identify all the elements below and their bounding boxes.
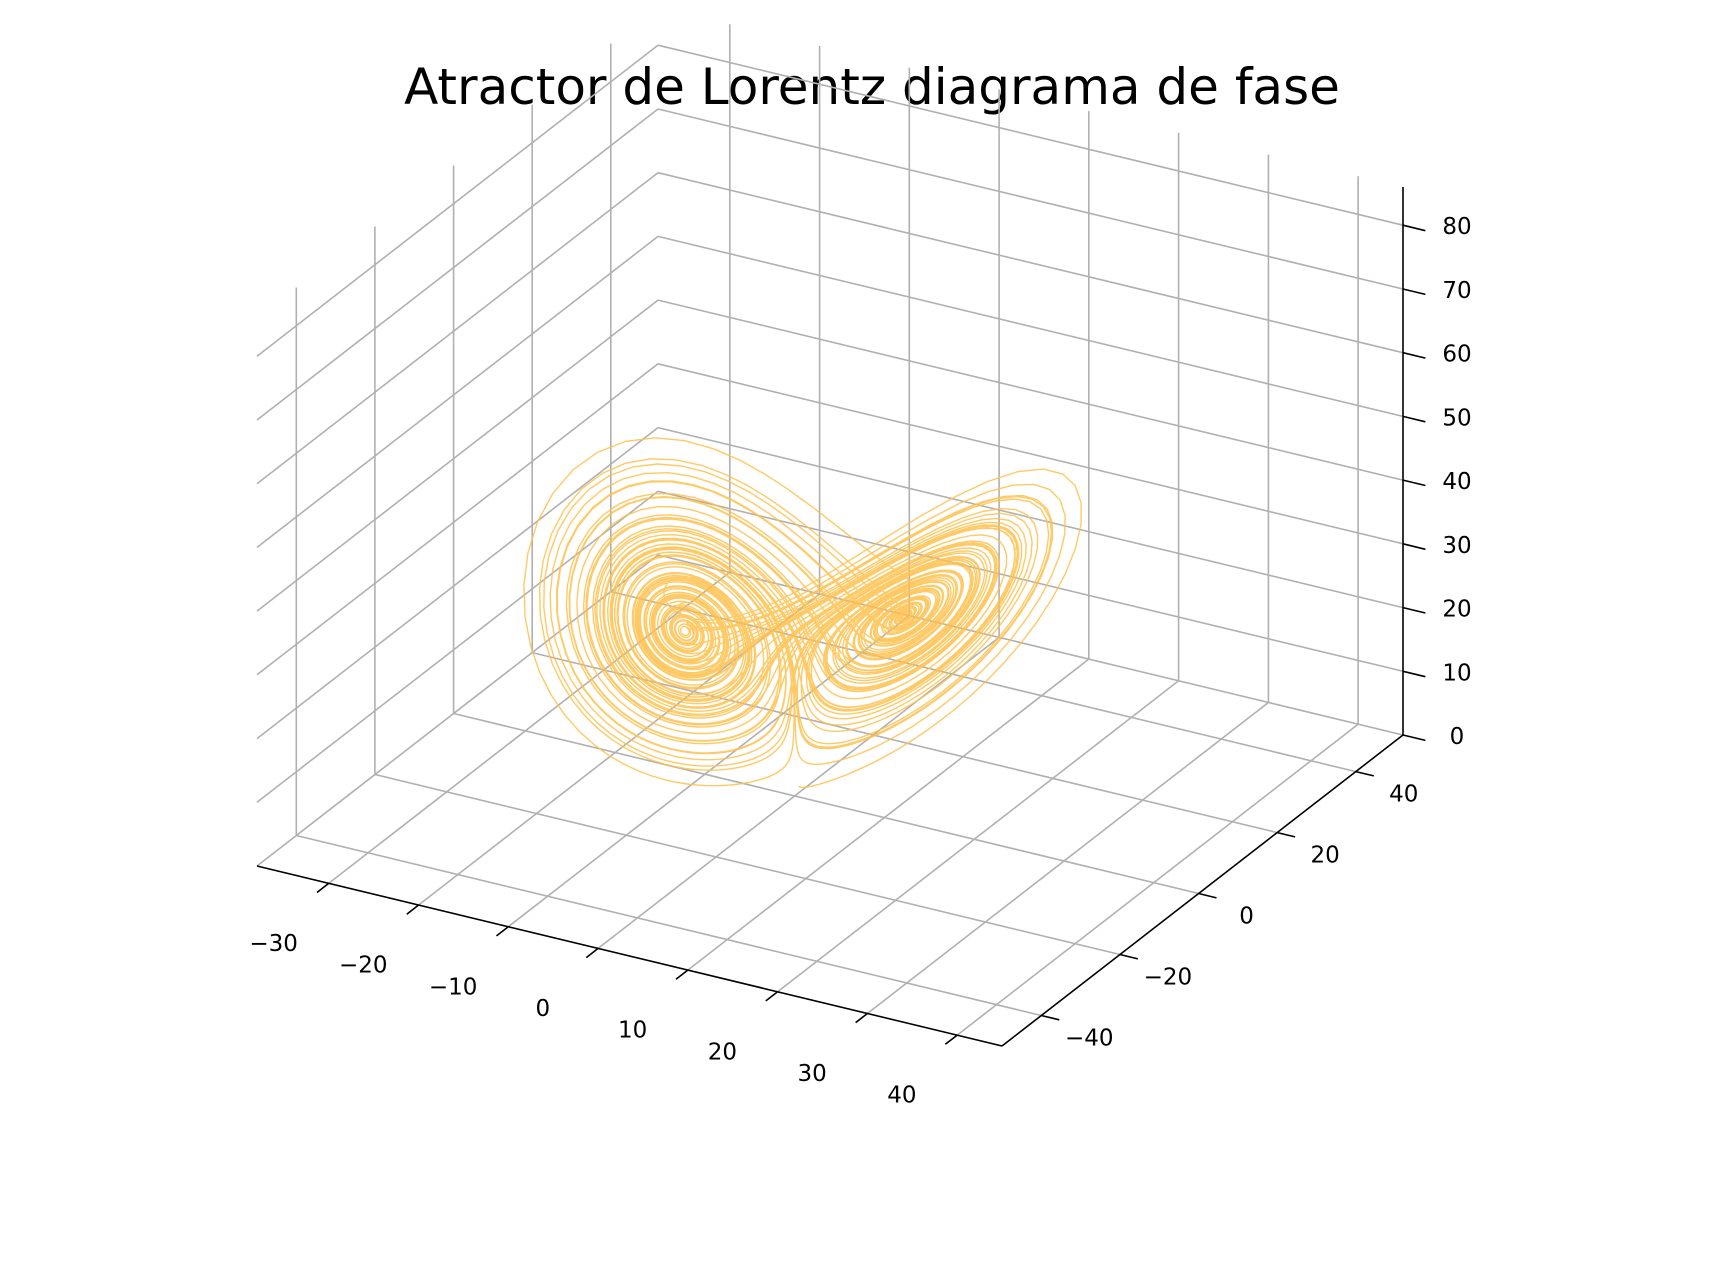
chart-title: Atractor de Lorentz diagrama de fase [404, 58, 1340, 116]
backwall-gridline-z [657, 171, 1404, 354]
y-tick-label: 20 [1311, 843, 1340, 869]
leftwall-gridline-z [256, 299, 659, 612]
x-tick-label: 30 [797, 1061, 826, 1087]
y-tick-mark [1355, 770, 1374, 777]
y-tick-label: 0 [1239, 904, 1254, 930]
leftwall-gridline-z [256, 108, 659, 421]
backwall-gridline-z [657, 363, 1404, 545]
y-axis-line [1001, 734, 1404, 1047]
x-tick-label: 40 [887, 1083, 916, 1109]
floor-gridline-y [610, 590, 1356, 773]
z-tick-label: 60 [1442, 342, 1471, 368]
axes-layer [256, 187, 1404, 1047]
z-tick-label: 50 [1442, 405, 1471, 431]
x-tick-mark [855, 1012, 868, 1024]
leftwall-gridline-z [256, 44, 659, 357]
trajectory-layer [523, 437, 1082, 788]
x-tick-mark [496, 926, 509, 937]
leftwall-gridline-z [256, 490, 659, 803]
x-tick-mark [675, 969, 689, 980]
y-tick-label: 40 [1389, 782, 1418, 808]
z-tick-mark [1402, 543, 1426, 551]
x-tick-mark [765, 991, 779, 1002]
z-tick-mark [1402, 734, 1426, 742]
floor-gridline-x [956, 723, 1359, 1036]
backwall-gridline-z [657, 299, 1404, 481]
floor-gridline-x [866, 701, 1269, 1015]
y-tick-mark [1198, 892, 1217, 899]
x-axis-line [256, 865, 1003, 1047]
z-tick-mark [1402, 288, 1426, 296]
floor-gridline-x [777, 680, 1180, 993]
x-tick-label: −20 [339, 953, 388, 979]
leftwall-gridline-z [256, 235, 659, 549]
backwall-gridline-z [657, 554, 1404, 736]
z-tick-label: 10 [1442, 660, 1471, 686]
z-tick-mark [1402, 670, 1426, 678]
x-tick-label: −30 [249, 931, 298, 957]
floor-gridline-y [453, 712, 1199, 895]
y-tick-mark [1041, 1014, 1060, 1021]
backwall-gridline-z [657, 490, 1404, 673]
floor-gridline-x [507, 615, 910, 928]
y-tick-mark [1277, 831, 1296, 838]
leftwall-gridline-z [256, 554, 659, 867]
z-tick-mark [1402, 479, 1426, 487]
floor-gridline-x [328, 571, 731, 884]
z-tick-mark [1402, 415, 1426, 423]
floor-gridline-y [296, 834, 1042, 1017]
backwall-gridline-z [657, 235, 1404, 418]
z-tick-label: 30 [1442, 533, 1471, 559]
tick-labels-layer: −30 −20 −10 0 10 20 30 40 −40 −20 0 20 40 0 10 20 30 40 50… [249, 214, 1471, 1108]
z-tick-label: 0 [1450, 724, 1465, 750]
x-tick-mark [944, 1034, 958, 1045]
grid-layer [256, 24, 1404, 1036]
x-tick-label: −10 [429, 974, 478, 1000]
y-tick-label: −40 [1065, 1026, 1114, 1052]
leftwall-gridline-z [256, 426, 659, 740]
x-tick-mark [406, 904, 420, 915]
leftwall-gridline-z [256, 172, 659, 485]
z-tick-mark [1402, 351, 1426, 359]
x-tick-label: 10 [618, 1018, 647, 1044]
z-tick-mark [1402, 606, 1426, 614]
z-tick-label: 70 [1442, 278, 1471, 304]
backwall-gridline-z [657, 426, 1404, 609]
z-tick-label: 80 [1442, 214, 1471, 240]
x-tick-mark [316, 882, 330, 894]
lorenz-trajectory-series [523, 437, 1082, 788]
leftwall-gridline-z [256, 363, 659, 676]
z-tick-mark [1402, 224, 1426, 232]
floor-gridline-x [597, 636, 1000, 950]
floor-gridline-x [687, 658, 1090, 971]
z-tick-label: 20 [1442, 597, 1471, 623]
backwall-gridline-z [657, 44, 1404, 226]
x-tick-label: 20 [708, 1039, 737, 1065]
backwall-gridline-z [657, 108, 1404, 290]
y-tick-mark [1119, 953, 1139, 960]
floor-gridline-y [374, 773, 1121, 956]
z-tick-label: 40 [1442, 469, 1471, 495]
x-tick-label: 0 [535, 996, 550, 1022]
x-tick-mark [585, 947, 599, 959]
y-tick-label: −20 [1144, 965, 1193, 991]
